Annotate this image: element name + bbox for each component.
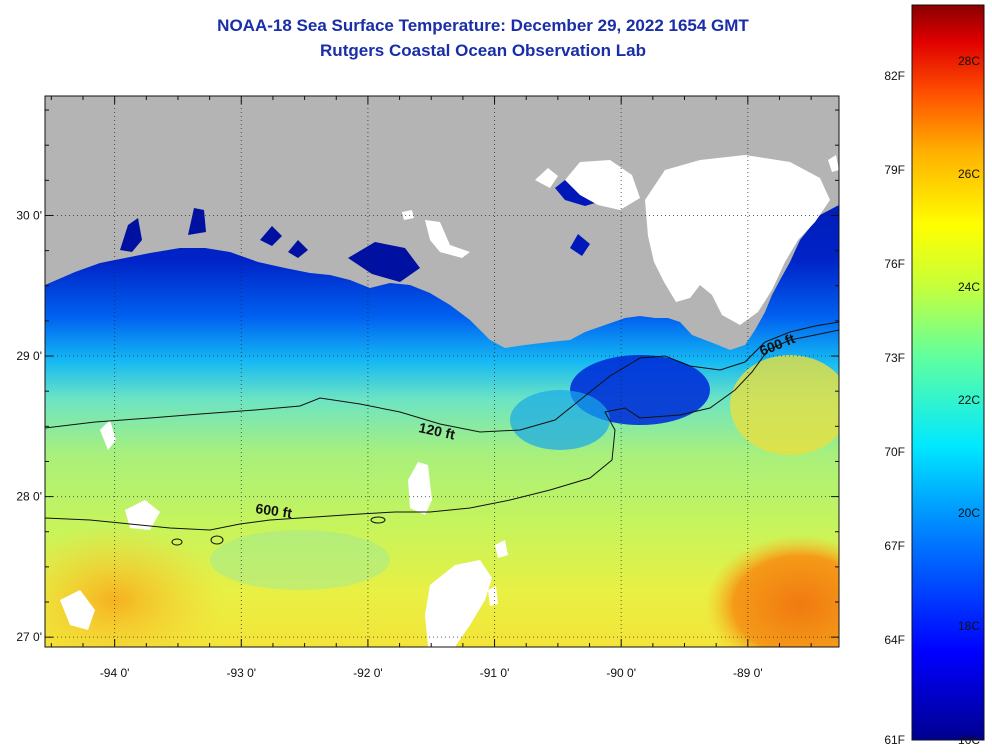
colorbar-celsius-labels: 28C 26C 24C 22C 20C 18C 16C bbox=[958, 54, 980, 747]
lat-label: 30 0' bbox=[16, 208, 42, 222]
lat-label: 28 0' bbox=[16, 490, 42, 504]
lon-label: -93 0' bbox=[226, 666, 256, 680]
colorbar-f-label: 61F bbox=[884, 733, 905, 747]
colorbar-c-label: 16C bbox=[958, 733, 980, 747]
lat-label: 27 0' bbox=[16, 630, 42, 644]
warm-water-southeast bbox=[705, 535, 839, 647]
isobath-label-120ft: 120 ft bbox=[417, 419, 456, 442]
isobath-600ft bbox=[45, 329, 839, 531]
lat-lon-grid bbox=[45, 96, 839, 647]
longitude-labels: -94 0' -93 0' -92 0' -91 0' -90 0' -89 0' bbox=[100, 666, 763, 680]
colorbar-f-label: 67F bbox=[884, 539, 905, 553]
cloud-cover-south bbox=[425, 560, 492, 647]
colorbar-f-label: 70F bbox=[884, 445, 905, 459]
colorbar-c-label: 28C bbox=[958, 54, 980, 68]
colorbar-c-label: 20C bbox=[958, 506, 980, 520]
cloud-cover-delta bbox=[645, 155, 830, 325]
isobath-label-600ft-west: 600 ft bbox=[255, 500, 294, 521]
coastline-land bbox=[45, 96, 839, 350]
lon-label: -91 0' bbox=[480, 666, 510, 680]
colorbar-f-label: 64F bbox=[884, 633, 905, 647]
lon-label: -90 0' bbox=[606, 666, 636, 680]
colorbar-f-label: 76F bbox=[884, 257, 905, 271]
colorbar-c-label: 26C bbox=[958, 167, 980, 181]
isobath-120ft bbox=[45, 321, 839, 433]
colorbar-f-label: 73F bbox=[884, 351, 905, 365]
map-subtitle: Rutgers Coastal Ocean Observation Lab bbox=[320, 41, 646, 60]
lon-label: -94 0' bbox=[100, 666, 130, 680]
lon-label: -92 0' bbox=[353, 666, 383, 680]
colorbar-f-label: 79F bbox=[884, 163, 905, 177]
colorbar-c-label: 18C bbox=[958, 619, 980, 633]
colorbar-f-label: 82F bbox=[884, 69, 905, 83]
lon-label: -89 0' bbox=[733, 666, 763, 680]
axis-ticks bbox=[45, 96, 839, 647]
colorbar-c-label: 22C bbox=[958, 393, 980, 407]
temperature-colorbar bbox=[911, 4, 985, 741]
map-title: NOAA-18 Sea Surface Temperature: Decembe… bbox=[217, 16, 749, 35]
latitude-labels: 27 0' 28 0' 29 0' 30 0' bbox=[16, 208, 42, 644]
colorbar-c-label: 24C bbox=[958, 280, 980, 294]
colorbar-fahrenheit-labels: 82F 79F 76F 73F 70F 67F 64F 61F bbox=[884, 69, 905, 747]
lat-label: 29 0' bbox=[16, 349, 42, 363]
map-frame bbox=[44, 95, 840, 648]
